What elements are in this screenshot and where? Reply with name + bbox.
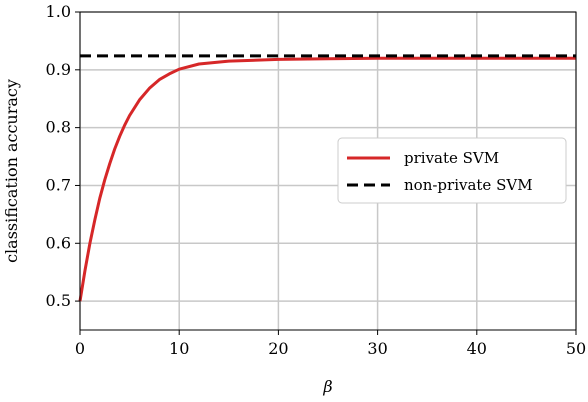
x-tick-label: 30	[367, 339, 387, 358]
y-tick-label: 0.6	[46, 233, 71, 252]
y-tick-label: 1.0	[46, 2, 71, 21]
y-axis-label: classification accuracy	[2, 79, 21, 263]
legend-label-0: private SVM	[404, 149, 499, 167]
y-ticks: 0.5 0.6 0.7 0.8 0.9 1.0	[46, 2, 80, 310]
y-tick-label: 0.7	[46, 175, 71, 194]
x-tick-label: 0	[75, 339, 85, 358]
y-tick-label: 0.5	[46, 291, 71, 310]
y-tick-label: 0.8	[46, 118, 71, 137]
y-tick-label: 0.9	[46, 60, 71, 79]
x-tick-label: 10	[169, 339, 189, 358]
x-tick-label: 20	[268, 339, 288, 358]
series-layer	[78, 54, 576, 302]
x-axis-label: β	[322, 377, 332, 396]
x-tick-label: 40	[467, 339, 487, 358]
x-ticks: 0 10 20 30 40 50	[75, 330, 586, 358]
legend-label-1: non-private SVM	[404, 176, 533, 194]
series-line-0	[78, 56, 576, 302]
legend: private SVM non-private SVM	[337, 137, 567, 204]
grid-lines	[79, 11, 577, 330]
plot-frame	[79, 11, 577, 331]
x-tick-label: 50	[566, 339, 586, 358]
legend-box	[337, 137, 567, 204]
